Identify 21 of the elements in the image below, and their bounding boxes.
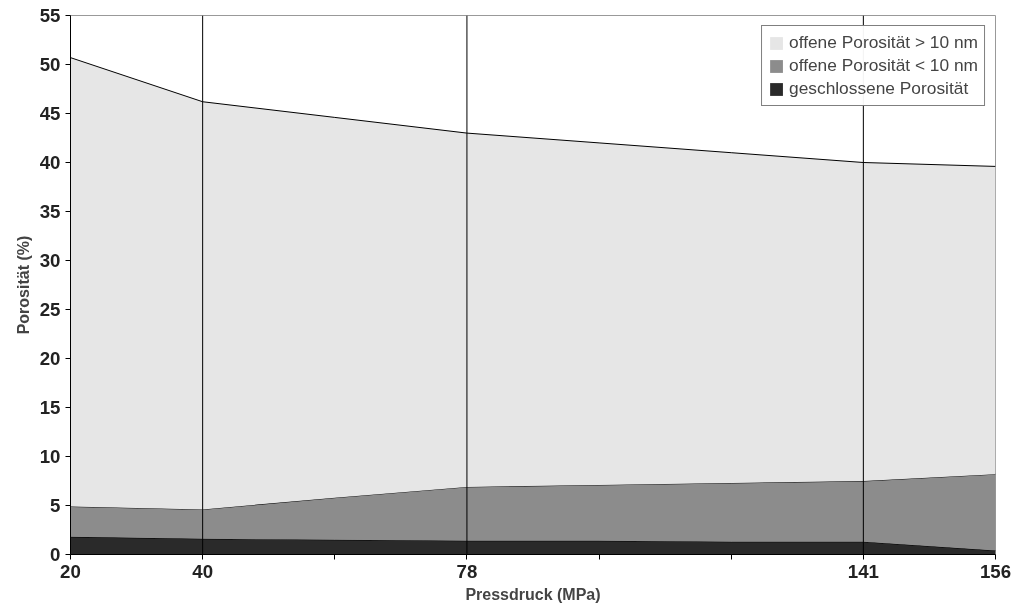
x-axis-title: Pressdruck (MPa) — [465, 585, 601, 603]
y-tick-label: 10 — [39, 446, 61, 467]
y-tick-label: 5 — [50, 495, 61, 516]
y-tick-label: 50 — [39, 54, 61, 75]
x-tick-label: 156 — [979, 560, 1012, 582]
legend-label: geschlossene Porosität — [789, 78, 969, 99]
y-tick-label: 30 — [39, 250, 61, 271]
y-tick-label: 25 — [39, 299, 61, 320]
legend-label: offene Porosität > 10 nm — [789, 32, 978, 53]
legend-label: offene Porosität < 10 nm — [789, 55, 978, 76]
y-tick-label: 40 — [39, 152, 61, 173]
x-tick-label: 141 — [847, 560, 879, 582]
y-tick-label: 15 — [39, 397, 61, 418]
x-tick-label: 78 — [456, 560, 478, 582]
y-tick-label: 0 — [50, 544, 61, 565]
y-tick-label: 55 — [39, 5, 61, 26]
y-tick-label: 45 — [39, 103, 61, 124]
y-axis-title: Porosität (%) — [14, 235, 32, 335]
y-tick-label: 35 — [39, 201, 61, 222]
x-tick-label: 40 — [192, 560, 214, 582]
y-tick-label: 20 — [39, 348, 61, 369]
